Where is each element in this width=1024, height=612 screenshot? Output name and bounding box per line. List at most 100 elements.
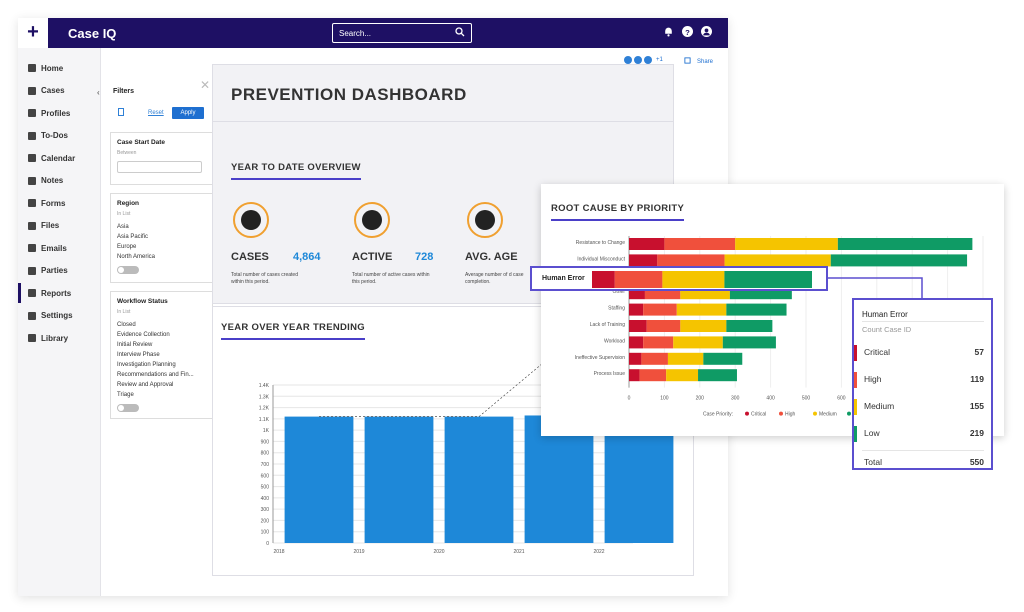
x-tick-label: 300 — [731, 396, 740, 402]
sidebar-item-emails[interactable]: Emails — [18, 238, 101, 258]
bar-segment-low[interactable] — [724, 271, 812, 288]
sidebar-item-home[interactable]: Home — [18, 58, 101, 78]
bar-segment-critical[interactable] — [629, 369, 640, 382]
sidebar-item-label: Emails — [41, 243, 67, 253]
avatar[interactable] — [624, 56, 632, 64]
section-title: ROOT CAUSE BY PRIORITY — [551, 203, 685, 221]
sidebar-item-label: Notes — [41, 176, 64, 185]
bar-segment-low[interactable] — [722, 336, 776, 349]
filter-option[interactable]: Interview Phase — [117, 352, 160, 358]
bar-segment-high[interactable] — [641, 352, 668, 365]
collapse-sidebar-icon[interactable]: ‹ — [97, 88, 100, 97]
bar-segment-critical[interactable] — [629, 336, 644, 349]
workflow-toggle[interactable] — [117, 404, 139, 412]
bell-icon[interactable] — [663, 26, 674, 37]
sidebar-item-calendar[interactable]: Calendar — [18, 148, 101, 168]
bar-2018[interactable] — [284, 416, 354, 543]
y-tick-label: 700 — [261, 462, 270, 468]
bar-segment-high[interactable] — [646, 320, 681, 332]
bar-2022[interactable] — [604, 416, 674, 543]
bar-segment-low[interactable] — [726, 320, 773, 332]
apply-button[interactable]: Apply — [172, 107, 204, 119]
sidebar-item-forms[interactable]: Forms — [18, 193, 101, 213]
category-label: Individual Misconduct — [577, 256, 625, 262]
filter-option[interactable]: Asia Pacific — [117, 234, 149, 240]
filter-option[interactable]: Investigation Planning — [117, 362, 176, 368]
sidebar-item-cases[interactable]: Cases — [18, 81, 101, 101]
filter-option[interactable]: Review and Approval — [117, 382, 174, 388]
bar-segment-medium[interactable] — [667, 352, 704, 365]
sidebar-item-settings[interactable]: Settings — [18, 306, 101, 326]
filter-option[interactable]: Evidence Collection — [117, 332, 170, 338]
svg-text:?: ? — [685, 28, 690, 37]
filter-option[interactable]: Asia — [117, 224, 129, 230]
sidebar-item-notes[interactable]: Notes — [18, 171, 101, 191]
filter-option[interactable]: Triage — [117, 392, 134, 398]
y-tick-label: 1.2K — [259, 406, 270, 412]
bar-segment-medium[interactable] — [666, 369, 699, 382]
date-range-input[interactable] — [117, 161, 202, 173]
bar-segment-low[interactable] — [698, 369, 737, 382]
bar-segment-low[interactable] — [703, 352, 743, 365]
bar-segment-low[interactable] — [726, 303, 787, 316]
yoy-trending-card: YEAR OVER YEAR TRENDING 0 100 200 300 400 500… — [212, 306, 694, 576]
filter-option[interactable]: North America — [117, 254, 156, 260]
priority-color-bar — [854, 426, 857, 442]
sidebar-item-reports[interactable]: Reports — [18, 283, 101, 303]
sidebar-item-profiles[interactable]: Profiles — [18, 103, 101, 123]
bar-segment-medium[interactable] — [673, 336, 723, 349]
region-toggle[interactable] — [117, 266, 139, 274]
filter-option[interactable]: Recommendations and Fin... — [117, 372, 194, 378]
filter-option[interactable]: Closed — [117, 322, 136, 328]
bar-segment-high[interactable] — [643, 336, 674, 349]
bar-2019[interactable] — [364, 416, 434, 543]
dashboard-header: PREVENTION DASHBOARD — [212, 64, 674, 122]
avatar[interactable] — [644, 56, 652, 64]
filter-option[interactable]: Initial Review — [117, 342, 153, 348]
bar-segment-critical[interactable] — [629, 254, 658, 267]
bar-segment-high[interactable] — [657, 254, 725, 267]
bar-segment-high[interactable] — [643, 303, 677, 316]
bar-segment-high[interactable] — [614, 271, 663, 288]
bookmark-icon[interactable] — [118, 108, 124, 116]
bar-segment-medium[interactable] — [662, 271, 725, 288]
sidebar-item-to-dos[interactable]: To-Dos — [18, 126, 101, 146]
bar-segment-medium[interactable] — [724, 254, 831, 267]
bar-segment-low[interactable] — [830, 254, 968, 267]
filter-option[interactable]: Europe — [117, 244, 137, 250]
bar-segment-medium[interactable] — [735, 238, 838, 250]
bar-segment-low[interactable] — [837, 238, 973, 250]
metric-description: Total number of active cases within this… — [352, 272, 430, 285]
section-title: YEAR TO DATE OVERVIEW — [231, 162, 361, 180]
bar-segment-critical[interactable] — [629, 303, 644, 316]
bar-segment-critical[interactable] — [629, 352, 642, 365]
new-item-button[interactable]: + — [18, 18, 48, 48]
sidebar-item-library[interactable]: Library — [18, 328, 101, 348]
bar-segment-critical[interactable] — [629, 320, 647, 332]
search-input[interactable]: Search... — [332, 23, 472, 43]
category-label: Workload — [604, 338, 625, 344]
metric-label: CASES — [231, 251, 269, 263]
avatar-more-count[interactable]: +1 — [656, 57, 663, 63]
share-button[interactable]: Share — [684, 57, 713, 65]
sidebar-item-label: To-Dos — [41, 131, 68, 140]
bar-segment-medium[interactable] — [680, 320, 727, 332]
checklist-icon — [28, 131, 36, 140]
human-error-highlight[interactable]: Human Error — [530, 266, 828, 291]
help-icon[interactable]: ? — [682, 26, 693, 37]
bar-2021[interactable] — [524, 415, 594, 543]
sidebar-item-parties[interactable]: Parties — [18, 261, 101, 281]
bar-segment-critical[interactable] — [592, 271, 615, 288]
reset-button[interactable]: Reset — [148, 110, 164, 116]
avatar[interactable] — [634, 56, 642, 64]
divider — [862, 450, 984, 451]
bar-segment-high[interactable] — [664, 238, 736, 250]
bar-segment-medium[interactable] — [676, 303, 727, 316]
bar-2020[interactable] — [444, 416, 514, 543]
sidebar-item-files[interactable]: Files — [18, 216, 101, 236]
close-icon[interactable]: ✕ — [200, 78, 211, 92]
bar-segment-critical[interactable] — [629, 238, 665, 250]
bar-segment-high[interactable] — [639, 369, 667, 382]
user-icon[interactable] — [701, 26, 712, 37]
sidebar-item-label: Parties — [41, 266, 68, 275]
